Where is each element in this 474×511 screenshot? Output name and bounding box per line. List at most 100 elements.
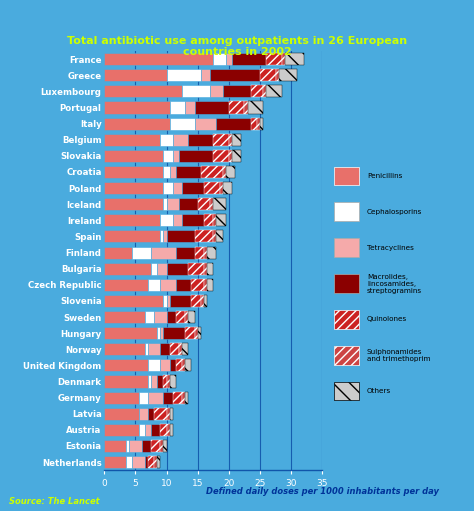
Bar [166,230,195,243]
Bar [210,85,223,98]
Bar [213,150,229,162]
Bar [179,343,182,355]
Bar [263,85,266,98]
Bar [132,456,145,468]
Bar [104,198,164,210]
Bar [164,327,185,339]
Bar [170,376,176,387]
Bar [151,246,176,259]
Bar [160,424,166,436]
Bar [251,85,263,98]
Bar [201,69,210,81]
Text: Tetracyclines: Tetracyclines [367,245,414,250]
Bar [166,198,179,210]
Text: Quinolones: Quinolones [367,316,407,322]
Bar [160,359,170,371]
Bar [151,376,157,387]
Bar [138,424,145,436]
Bar [201,295,204,307]
Bar [182,85,210,98]
Bar [229,134,232,146]
Bar [247,102,263,113]
Bar [104,408,138,420]
Bar [182,359,185,371]
Bar [204,295,207,307]
Bar [185,311,188,323]
Bar [157,327,160,339]
Bar [104,424,138,436]
Bar [257,118,260,130]
Bar [104,391,138,404]
Bar [104,311,145,323]
Bar [164,440,166,452]
Bar [179,150,213,162]
Text: Total antibiotic use among outpatients in 26 European
countries in 2002: Total antibiotic use among outpatients i… [67,36,407,57]
Bar [104,85,182,98]
Bar [251,118,257,130]
Bar [145,311,154,323]
Bar [160,327,164,339]
FancyBboxPatch shape [334,238,359,257]
Bar [148,359,160,371]
Bar [275,69,279,81]
Bar [182,182,204,194]
Bar [104,230,160,243]
Bar [170,424,173,436]
Bar [166,311,176,323]
Bar [164,182,173,194]
FancyBboxPatch shape [334,310,359,329]
Bar [213,198,226,210]
Bar [160,440,164,452]
Bar [173,391,182,404]
Bar [104,69,166,81]
Bar [104,456,126,468]
Bar [232,150,241,162]
Bar [195,246,204,259]
Bar [148,278,160,291]
Bar [104,440,126,452]
Bar [217,230,223,243]
Bar [166,424,170,436]
Bar [170,359,176,371]
Bar [191,295,201,307]
Bar [104,182,164,194]
Bar [232,134,241,146]
Bar [176,278,191,291]
Bar [245,102,247,113]
Bar [223,85,251,98]
Bar [266,53,282,65]
Bar [151,263,157,275]
Bar [173,214,182,226]
Bar [173,134,188,146]
Bar [145,343,148,355]
Bar [104,150,164,162]
Bar [145,424,151,436]
Bar [204,214,213,226]
Bar [185,327,195,339]
Bar [104,359,148,371]
Bar [198,327,201,339]
Bar [185,359,191,371]
Bar [207,263,213,275]
Bar [104,376,148,387]
Bar [182,343,188,355]
Bar [104,263,151,275]
Bar [104,246,132,259]
Bar [166,376,170,387]
Bar [148,391,164,404]
Text: Penicillins: Penicillins [367,173,402,179]
Bar [260,118,263,130]
Bar [148,456,154,468]
Bar [210,198,213,210]
Text: Cephalosporins: Cephalosporins [367,209,422,215]
Bar [223,182,232,194]
Bar [170,343,179,355]
Bar [160,343,170,355]
Bar [176,166,201,178]
Bar [104,278,148,291]
Bar [204,278,207,291]
Bar [173,182,182,194]
Bar [266,85,282,98]
FancyBboxPatch shape [334,382,359,401]
Bar [104,118,170,130]
